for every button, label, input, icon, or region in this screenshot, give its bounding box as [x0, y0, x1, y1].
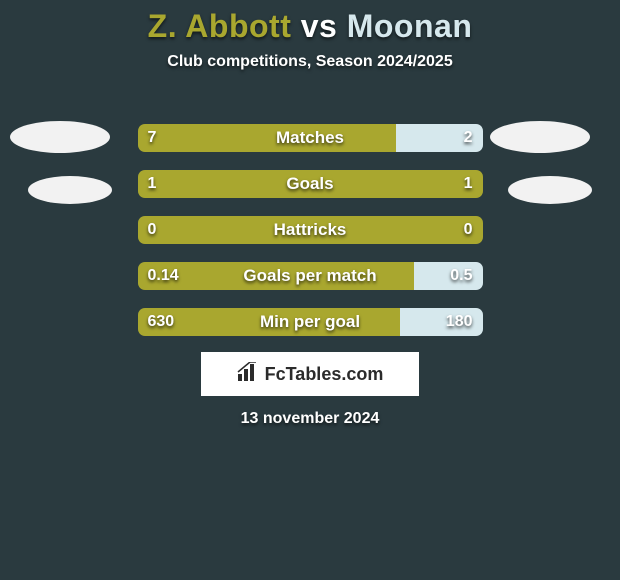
stat-segment-left [138, 262, 414, 290]
stat-segment-left [138, 216, 483, 244]
subtitle: Club competitions, Season 2024/2025 [0, 53, 620, 71]
title-player2: Moonan [347, 8, 473, 44]
stat-row: 72Matches [138, 124, 483, 152]
stat-row: 11Goals [138, 170, 483, 198]
page-title: Z. Abbott vs Moonan [0, 0, 620, 45]
brand-text: FcTables.com [265, 364, 384, 385]
stat-segment-right [396, 124, 482, 152]
stat-row: 00Hattricks [138, 216, 483, 244]
stat-segment-right [414, 262, 483, 290]
stat-segment-left [138, 308, 400, 336]
stat-row: 0.140.5Goals per match [138, 262, 483, 290]
bar-chart-icon [237, 362, 259, 387]
stat-segment-left [138, 124, 397, 152]
date-line: 13 november 2024 [0, 410, 620, 428]
title-player1: Z. Abbott [148, 8, 292, 44]
stat-row: 630180Min per goal [138, 308, 483, 336]
brand-box: FcTables.com [201, 352, 419, 396]
stat-segment-right [400, 308, 483, 336]
stat-segment-left [138, 170, 483, 198]
comparison-bars: 72Matches 11Goals 00Hattricks 0.140.5Goals … [0, 124, 620, 354]
title-vs: vs [301, 8, 338, 44]
